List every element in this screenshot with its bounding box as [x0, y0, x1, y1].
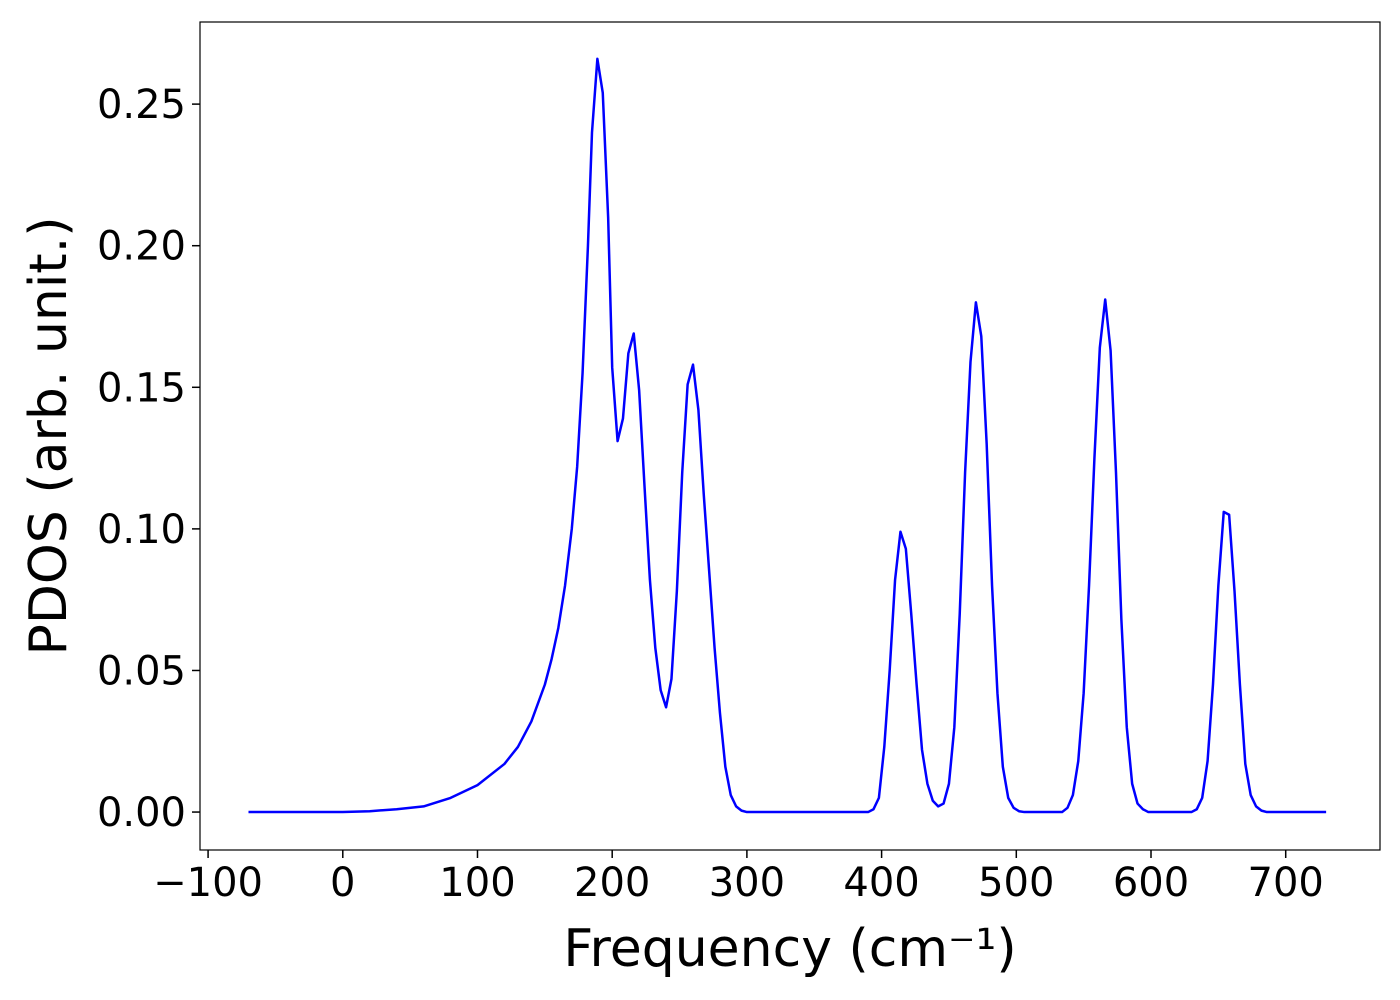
y-tick-label: 0.25	[97, 82, 186, 128]
x-tick-label: 300	[709, 860, 785, 906]
y-tick-label: 0.10	[97, 507, 186, 553]
x-tick-label: 400	[843, 860, 919, 906]
x-tick-label: 100	[439, 860, 515, 906]
data-line	[248, 57, 1327, 814]
x-tick-label: 600	[1113, 860, 1189, 906]
y-tick-label: 0.20	[97, 224, 186, 270]
x-tick-label: 0	[330, 860, 355, 906]
x-axis-label: Frequency (cm⁻¹)	[563, 919, 1016, 979]
plot-frame	[199, 21, 1381, 851]
y-tick-label: 0.15	[97, 365, 186, 411]
y-tick-label: 0.05	[97, 648, 186, 694]
x-tick-label: −100	[153, 860, 263, 906]
x-tick-label: 700	[1248, 860, 1324, 906]
x-tick-label: 500	[978, 860, 1054, 906]
x-tick-label: 200	[574, 860, 650, 906]
y-tick-label: 0.00	[97, 790, 186, 836]
y-axis-label: PDOS (arb. unit.)	[19, 216, 79, 655]
